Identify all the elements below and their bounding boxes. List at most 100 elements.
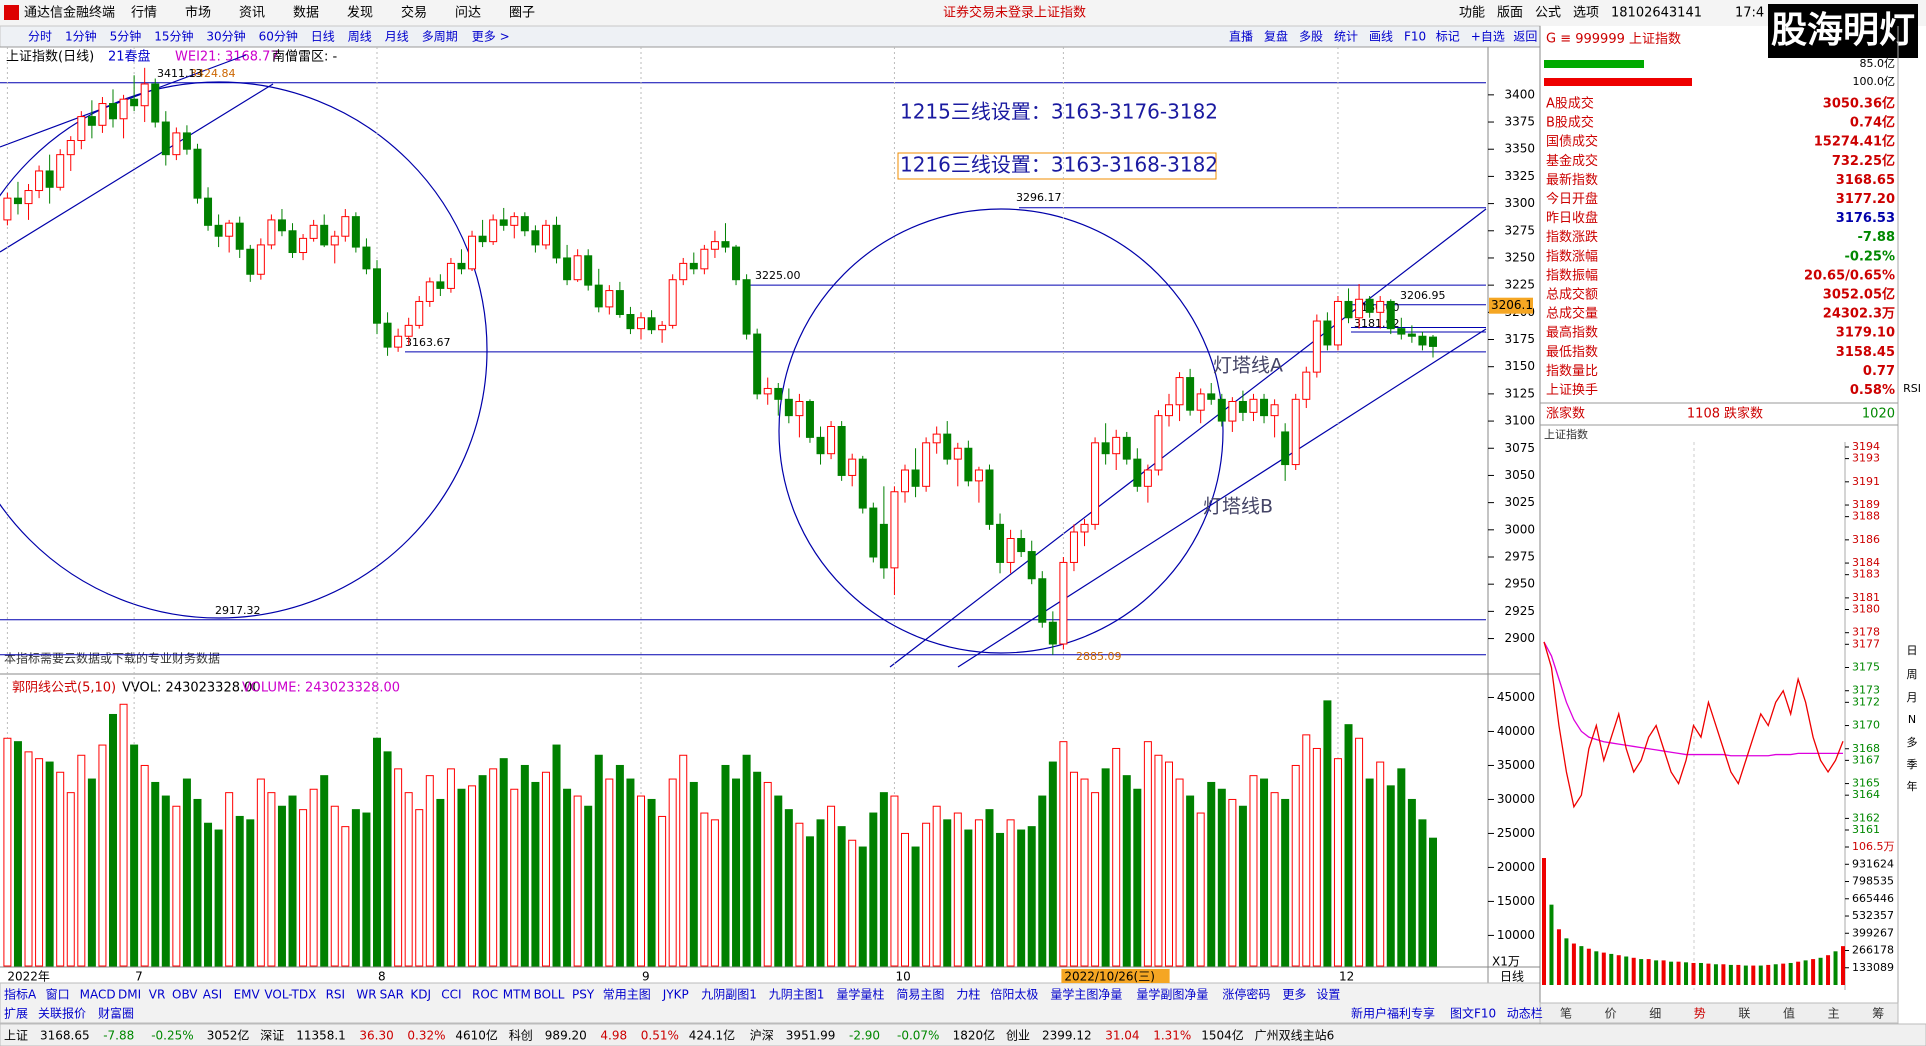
indicator-tab[interactable]: JYKP (662, 988, 689, 1002)
indicator-tab[interactable]: 简易主图 (896, 988, 944, 1002)
panel-tab[interactable]: 筹 (1872, 1007, 1884, 1021)
indicator-tab[interactable]: 涨停密码 (1222, 987, 1270, 1002)
quote-label: 昨日收盘 (1546, 210, 1598, 226)
candle-body (299, 237, 308, 254)
indicator-tab[interactable]: WR (356, 988, 376, 1002)
indicator-tab[interactable]: OBV (172, 988, 198, 1002)
tab[interactable]: 扩展 (4, 1007, 28, 1021)
period-button[interactable]: 15分钟 (154, 29, 193, 44)
indicator-tab[interactable]: VR (149, 988, 166, 1002)
volume-bar (668, 778, 677, 967)
period-button[interactable]: 更多 > (472, 30, 510, 44)
menu-item[interactable]: 问达 (455, 6, 481, 21)
side-tab[interactable]: 月 (1907, 691, 1918, 704)
period-button[interactable]: 60分钟 (259, 29, 298, 44)
period-button[interactable]: 月线 (385, 30, 409, 44)
volume-bar (415, 809, 424, 967)
menu-item[interactable]: 公式 (1535, 6, 1561, 21)
menu-item[interactable]: 交易 (401, 5, 427, 21)
indicator-tab[interactable]: DMI (118, 988, 141, 1002)
menu-item[interactable]: 版面 (1497, 6, 1523, 21)
candle-body (225, 222, 234, 237)
menu-item[interactable]: 发现 (347, 5, 373, 21)
tool-button[interactable]: +自选 (1471, 30, 1505, 44)
indicator-tab[interactable]: 常用主图 (603, 988, 651, 1002)
menu-item[interactable]: 行情 (131, 6, 157, 21)
period-button[interactable]: 周线 (348, 30, 372, 44)
period-button[interactable]: 分时 (28, 30, 52, 44)
candle-body (415, 300, 424, 326)
indicator-tab[interactable]: ROC (472, 988, 498, 1002)
side-tab[interactable]: 周 (1907, 668, 1918, 681)
status-item: 31.04 (1105, 1029, 1139, 1043)
panel-tab[interactable]: 势 (1694, 1007, 1706, 1021)
menu-item[interactable]: 数据 (293, 6, 319, 21)
tab[interactable]: 关联报价 (38, 1006, 86, 1021)
indicator-tab[interactable]: SAR (380, 988, 404, 1002)
indicator-tab[interactable]: EMV (234, 988, 261, 1002)
volume-bar (584, 805, 593, 967)
menu-item[interactable]: 选项 (1573, 6, 1599, 21)
tab[interactable]: 动态栏 (1507, 1006, 1543, 1021)
side-tab[interactable]: N (1908, 713, 1916, 726)
tool-button[interactable]: 画线 (1369, 30, 1393, 44)
indicator-tab[interactable]: 更多 (1282, 988, 1306, 1002)
tool-button[interactable]: 统计 (1334, 30, 1358, 44)
indicator-tab[interactable]: KDJ (410, 988, 431, 1002)
indicator-tab[interactable]: 设置 (1316, 988, 1340, 1002)
menu-item[interactable]: 圈子 (509, 6, 535, 21)
tool-button[interactable]: 直播 (1229, 30, 1253, 44)
panel-tab[interactable]: 主 (1828, 1007, 1840, 1021)
period-button[interactable]: 多周期 (422, 30, 458, 44)
candle-body (1376, 300, 1385, 313)
quote-label: A股成交 (1546, 96, 1594, 112)
side-tab[interactable]: RSI (1903, 382, 1921, 395)
volume-bar (1027, 826, 1036, 967)
panel-tab[interactable]: 细 (1649, 1007, 1661, 1021)
indicator-tab[interactable]: 九阴副图1 (701, 988, 757, 1002)
indicator-tab[interactable]: RSI (326, 988, 346, 1002)
indicator-tab[interactable]: BOLL (534, 988, 565, 1002)
indicator-tab[interactable]: 倍阳太极 (990, 987, 1038, 1002)
panel-tab[interactable]: 联 (1738, 1007, 1750, 1021)
tab[interactable]: 图文F10 (1450, 1006, 1496, 1021)
indicator-tab[interactable]: 量学量柱 (836, 987, 884, 1002)
period-button[interactable]: 日线 (311, 30, 335, 44)
period-button[interactable]: 1分钟 (65, 29, 97, 44)
indicator-tab[interactable]: 量学主图净量 (1050, 987, 1122, 1002)
side-tab[interactable]: 季 (1907, 758, 1918, 771)
volume-bar (964, 829, 973, 967)
tool-button[interactable]: 复盘 (1264, 29, 1288, 44)
tool-button[interactable]: F10 (1404, 30, 1426, 44)
panel-tab[interactable]: 值 (1783, 1006, 1795, 1021)
panel-tab[interactable]: 价 (1605, 1007, 1617, 1021)
period-button[interactable]: 5分钟 (110, 29, 142, 44)
menu-item[interactable]: 资讯 (239, 6, 265, 21)
side-tab[interactable]: 年 (1907, 779, 1918, 793)
menu-item[interactable]: 功能 (1459, 6, 1485, 21)
panel-tab[interactable]: 笔 (1560, 1006, 1572, 1021)
menu-item[interactable]: 市场 (185, 5, 211, 21)
tool-button[interactable]: 返回 (1513, 30, 1537, 44)
indicator-tab[interactable]: 量学副图净量 (1136, 987, 1208, 1002)
tab[interactable]: 新用户福利专享 (1351, 1006, 1435, 1021)
indicator-tab[interactable]: PSY (572, 988, 595, 1002)
indicator-tab[interactable]: CCI (441, 988, 461, 1002)
indicator-tab[interactable]: 指标A (4, 987, 37, 1002)
tool-button[interactable]: 多股 (1299, 30, 1323, 44)
side-tab[interactable]: 多 (1907, 735, 1918, 749)
indicator-tab[interactable]: VOL-TDX (264, 988, 316, 1002)
indicator-tab[interactable]: 窗口 (46, 988, 70, 1002)
tool-button[interactable]: 标记 (1436, 30, 1460, 44)
indicator-tab[interactable]: 力柱 (956, 987, 980, 1002)
cursor-date-box (1061, 969, 1170, 983)
period-button[interactable]: 30分钟 (206, 29, 245, 44)
indicator-tab[interactable]: MACD (80, 988, 116, 1002)
level-label: 2885.09 (1076, 650, 1122, 663)
indicator-tab[interactable]: ASI (203, 988, 222, 1002)
indicator-tab[interactable]: 九阴主图1 (769, 988, 825, 1002)
volume-bar (763, 781, 772, 967)
tab[interactable]: 财富圈 (98, 1006, 134, 1021)
side-tab[interactable]: 日 (1907, 644, 1918, 657)
indicator-tab[interactable]: MTM (503, 988, 531, 1002)
